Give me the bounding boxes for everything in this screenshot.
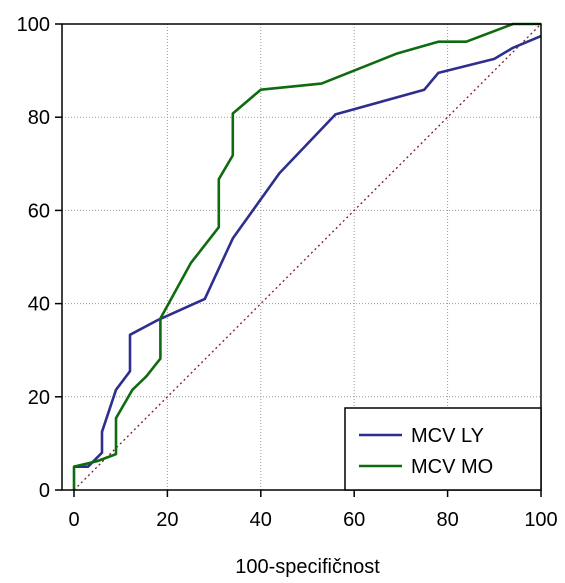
y-tick-label: 40 (28, 294, 50, 316)
series-lines (72, 22, 542, 490)
y-tick-label: 100 (17, 14, 50, 36)
legend-box (344, 407, 542, 491)
series-line-mcv-mo (72, 22, 541, 490)
y-tick-label: 20 (28, 387, 50, 409)
x-tick-label: 60 (343, 509, 365, 531)
legend-label: MCV MO (411, 456, 493, 478)
y-tick-label: 80 (28, 107, 50, 129)
series-line-mcv-ly (74, 34, 542, 469)
y-tick-label: 60 (28, 200, 50, 222)
x-axis-title: 100-specifičnost (235, 556, 380, 578)
x-tick-label: 20 (156, 509, 178, 531)
legend: MCV LY MCV MO (344, 407, 542, 491)
axis-ticks: 0 20 40 60 80 100 0 20 40 60 80 100 (17, 14, 558, 531)
x-tick-label: 0 (68, 509, 79, 531)
legend-label: MCV LY (411, 425, 484, 447)
x-tick-label: 40 (250, 509, 272, 531)
x-tick-label: 80 (436, 509, 458, 531)
y-tick-label: 0 (39, 480, 50, 502)
x-tick-label: 100 (524, 509, 557, 531)
plot-frame (61, 23, 542, 491)
